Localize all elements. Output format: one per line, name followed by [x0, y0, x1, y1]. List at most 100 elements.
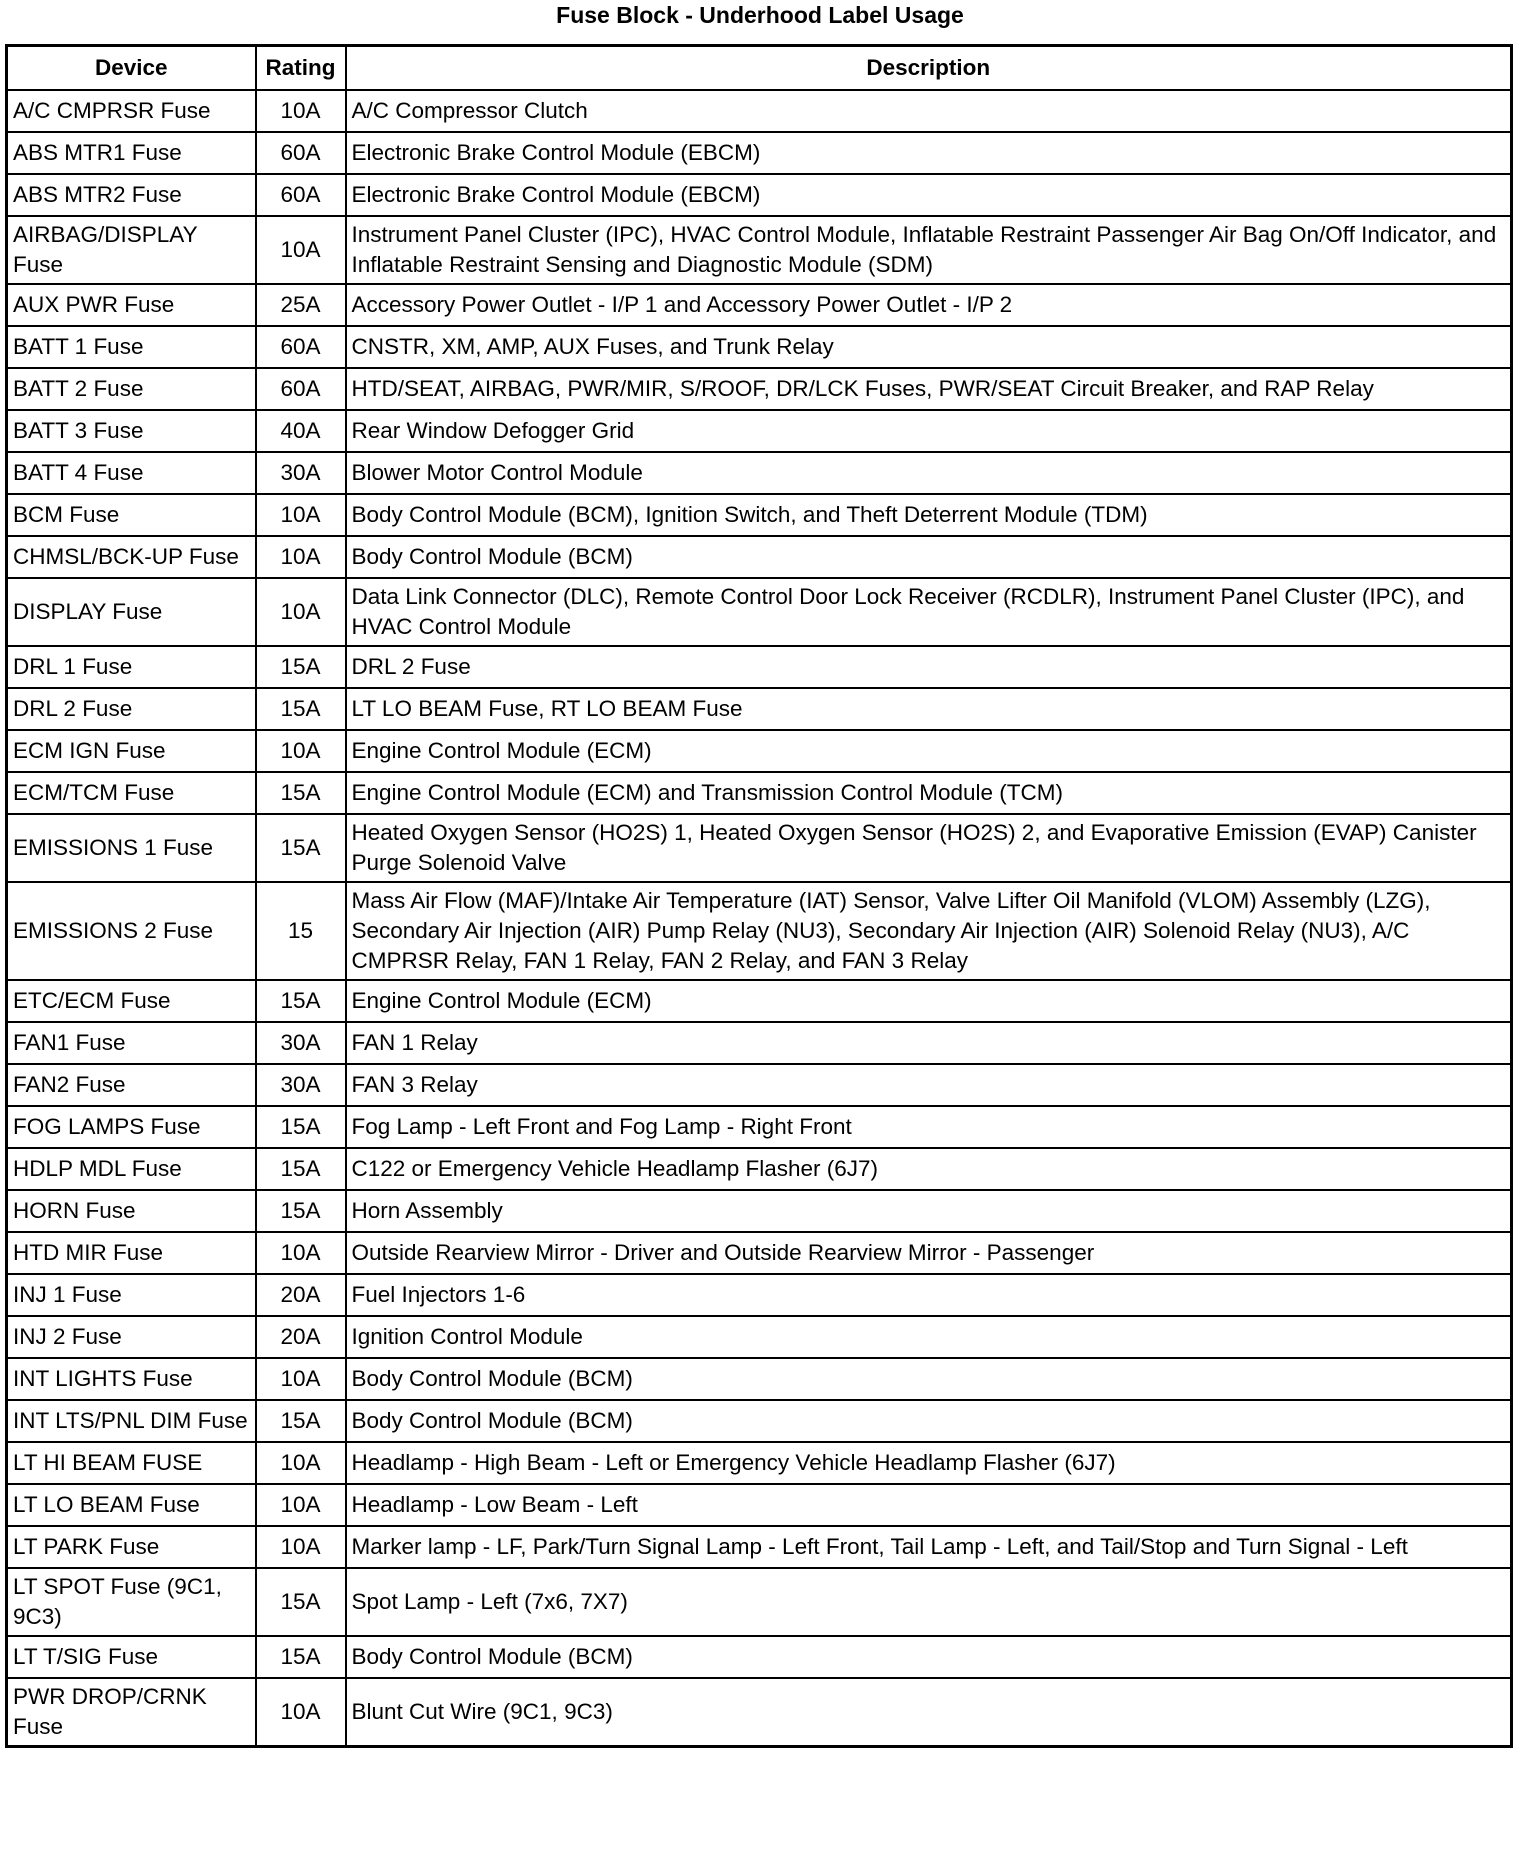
cell-rating: 15A	[254, 813, 347, 883]
cell-device: ABS MTR2 Fuse	[5, 173, 257, 217]
header-description: Description	[344, 44, 1513, 91]
table-row: HTD MIR Fuse 10A Outside Rearview Mirror -…	[5, 1231, 1513, 1275]
cell-rating: 20A	[254, 1315, 347, 1359]
cell-rating: 60A	[254, 325, 347, 369]
table-row: EMISSIONS 1 Fuse 15A Heated Oxygen Sensor …	[5, 813, 1513, 883]
cell-description: Body Control Module (BCM), Ignition Swit…	[344, 493, 1513, 537]
cell-description: Engine Control Module (ECM)	[344, 729, 1513, 773]
cell-description: Instrument Panel Cluster (IPC), HVAC Con…	[344, 215, 1513, 285]
table-row: INJ 1 Fuse 20A Fuel Injectors 1-6	[5, 1273, 1513, 1317]
cell-description: Horn Assembly	[344, 1189, 1513, 1233]
cell-device: ABS MTR1 Fuse	[5, 131, 257, 175]
cell-device: INJ 1 Fuse	[5, 1273, 257, 1317]
cell-description: C122 or Emergency Vehicle Headlamp Flash…	[344, 1147, 1513, 1191]
table-row: AUX PWR Fuse 25A Accessory Power Outlet - …	[5, 283, 1513, 327]
cell-rating: 10A	[254, 493, 347, 537]
cell-description: Engine Control Module (ECM) and Transmis…	[344, 771, 1513, 815]
cell-description: Ignition Control Module	[344, 1315, 1513, 1359]
cell-device: LT T/SIG Fuse	[5, 1635, 257, 1679]
cell-description: DRL 2 Fuse	[344, 645, 1513, 689]
cell-description: Heated Oxygen Sensor (HO2S) 1, Heated Ox…	[344, 813, 1513, 883]
cell-rating: 15A	[254, 1147, 347, 1191]
cell-device: HORN Fuse	[5, 1189, 257, 1233]
cell-rating: 15A	[254, 1635, 347, 1679]
cell-device: BATT 2 Fuse	[5, 367, 257, 411]
table-row: ABS MTR1 Fuse 60A Electronic Brake Control…	[5, 131, 1513, 175]
cell-rating: 10A	[254, 89, 347, 133]
table-row: LT LO BEAM Fuse 10A Headlamp - Low Beam - …	[5, 1483, 1513, 1527]
table-row: EMISSIONS 2 Fuse 15 Mass Air Flow (MAF)/In…	[5, 881, 1513, 981]
table-row: BATT 2 Fuse 60A HTD/SEAT, AIRBAG, PWR/MIR,…	[5, 367, 1513, 411]
table-row: FOG LAMPS Fuse 15A Fog Lamp - Left Front a…	[5, 1105, 1513, 1149]
table-row: INT LIGHTS Fuse 10A Body Control Module (B…	[5, 1357, 1513, 1401]
cell-device: DISPLAY Fuse	[5, 577, 257, 647]
table-row: FAN2 Fuse 30A FAN 3 Relay	[5, 1063, 1513, 1107]
cell-description: FAN 1 Relay	[344, 1021, 1513, 1065]
table-row: LT SPOT Fuse (9C1, 9C3) 15A Spot Lamp - Le…	[5, 1567, 1513, 1637]
table-header-row: Device Rating Description	[5, 44, 1513, 91]
table-row: BATT 4 Fuse 30A Blower Motor Control Modul…	[5, 451, 1513, 495]
table-row: LT HI BEAM FUSE 10A Headlamp - High Beam -…	[5, 1441, 1513, 1485]
cell-description: Headlamp - Low Beam - Left	[344, 1483, 1513, 1527]
cell-device: A/C CMPRSR Fuse	[5, 89, 257, 133]
cell-description: Electronic Brake Control Module (EBCM)	[344, 173, 1513, 217]
cell-rating: 30A	[254, 1063, 347, 1107]
cell-device: FAN1 Fuse	[5, 1021, 257, 1065]
table-row: FAN1 Fuse 30A FAN 1 Relay	[5, 1021, 1513, 1065]
cell-rating: 15A	[254, 645, 347, 689]
cell-device: LT SPOT Fuse (9C1, 9C3)	[5, 1567, 257, 1637]
cell-device: BATT 4 Fuse	[5, 451, 257, 495]
page-title: Fuse Block - Underhood Label Usage	[556, 2, 964, 28]
cell-device: EMISSIONS 1 Fuse	[5, 813, 257, 883]
cell-device: AIRBAG/DISPLAY Fuse	[5, 215, 257, 285]
cell-rating: 60A	[254, 173, 347, 217]
cell-device: INJ 2 Fuse	[5, 1315, 257, 1359]
cell-rating: 10A	[254, 1357, 347, 1401]
table-row: DISPLAY Fuse 10A Data Link Connector (DLC)…	[5, 577, 1513, 647]
table-row: LT PARK Fuse 10A Marker lamp - LF, Park/Tu…	[5, 1525, 1513, 1569]
cell-rating: 10A	[254, 577, 347, 647]
cell-description: Blunt Cut Wire (9C1, 9C3)	[344, 1677, 1513, 1748]
cell-description: Accessory Power Outlet - I/P 1 and Acces…	[344, 283, 1513, 327]
cell-description: Body Control Module (BCM)	[344, 1399, 1513, 1443]
cell-rating: 30A	[254, 1021, 347, 1065]
cell-rating: 15A	[254, 1399, 347, 1443]
cell-rating: 10A	[254, 729, 347, 773]
cell-device: BATT 3 Fuse	[5, 409, 257, 453]
cell-rating: 15A	[254, 1105, 347, 1149]
cell-description: Blower Motor Control Module	[344, 451, 1513, 495]
cell-rating: 30A	[254, 451, 347, 495]
cell-rating: 20A	[254, 1273, 347, 1317]
cell-rating: 60A	[254, 131, 347, 175]
cell-rating: 10A	[254, 1525, 347, 1569]
cell-rating: 25A	[254, 283, 347, 327]
cell-rating: 40A	[254, 409, 347, 453]
table-row: AIRBAG/DISPLAY Fuse 10A Instrument Panel C…	[5, 215, 1513, 285]
cell-rating: 15A	[254, 1567, 347, 1637]
table-row: LT T/SIG Fuse 15A Body Control Module (BCM…	[5, 1635, 1513, 1679]
cell-rating: 15A	[254, 771, 347, 815]
cell-description: Body Control Module (BCM)	[344, 535, 1513, 579]
cell-device: BCM Fuse	[5, 493, 257, 537]
cell-description: Fuel Injectors 1-6	[344, 1273, 1513, 1317]
cell-device: FAN2 Fuse	[5, 1063, 257, 1107]
cell-rating: 10A	[254, 1231, 347, 1275]
cell-description: Headlamp - High Beam - Left or Emergency…	[344, 1441, 1513, 1485]
cell-rating: 15A	[254, 1189, 347, 1233]
cell-device: INT LTS/PNL DIM Fuse	[5, 1399, 257, 1443]
cell-description: Mass Air Flow (MAF)/Intake Air Temperatu…	[344, 881, 1513, 981]
cell-rating: 10A	[254, 1677, 347, 1748]
cell-device: CHMSL/BCK-UP Fuse	[5, 535, 257, 579]
cell-rating: 15A	[254, 687, 347, 731]
cell-description: Rear Window Defogger Grid	[344, 409, 1513, 453]
cell-description: Fog Lamp - Left Front and Fog Lamp - Rig…	[344, 1105, 1513, 1149]
cell-device: FOG LAMPS Fuse	[5, 1105, 257, 1149]
cell-device: LT PARK Fuse	[5, 1525, 257, 1569]
cell-device: AUX PWR Fuse	[5, 283, 257, 327]
cell-description: FAN 3 Relay	[344, 1063, 1513, 1107]
cell-description: Engine Control Module (ECM)	[344, 979, 1513, 1023]
cell-device: INT LIGHTS Fuse	[5, 1357, 257, 1401]
table-row: ETC/ECM Fuse 15A Engine Control Module (EC…	[5, 979, 1513, 1023]
cell-device: HDLP MDL Fuse	[5, 1147, 257, 1191]
cell-description: Marker lamp - LF, Park/Turn Signal Lamp …	[344, 1525, 1513, 1569]
